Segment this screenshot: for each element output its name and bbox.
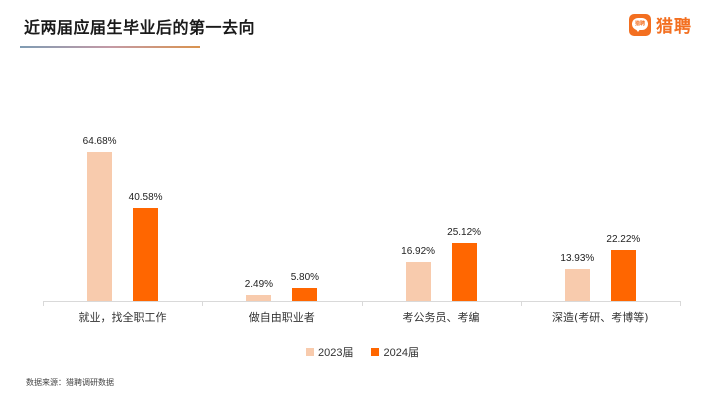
axis-tick — [520, 301, 522, 306]
bar-2023-1 — [246, 295, 272, 301]
legend-label-2024: 2024届 — [383, 347, 419, 359]
legend-label-2023: 2023届 — [318, 347, 354, 359]
bar-2024-3 — [610, 249, 636, 301]
bar-2024-2 — [451, 243, 477, 301]
legend: 2023届 2024届 — [306, 344, 437, 360]
chart-title: 近两届应届生毕业后的第一去向 — [24, 18, 256, 37]
data-label: 40.58% — [128, 191, 163, 203]
axis-tick — [361, 301, 363, 306]
data-label: 2.49% — [244, 279, 274, 291]
legend-item-2023: 2023届 — [306, 344, 353, 360]
data-label: 13.93% — [560, 252, 595, 264]
speech-bubble-icon: 猎聘 — [632, 17, 648, 30]
axis-tick — [680, 301, 681, 306]
axis-tick — [43, 301, 44, 306]
bar-2023-0 — [87, 152, 113, 301]
legend-swatch-2023 — [306, 348, 314, 356]
category-label: 深造(考研、考博等) — [551, 311, 649, 324]
liepin-logo-icon: 猎聘 — [629, 13, 651, 36]
category-label: 就业，找全职工作 — [78, 311, 167, 324]
legend-item-2024: 2024届 — [371, 344, 419, 360]
axis-tick — [202, 301, 204, 306]
data-label: 64.68% — [82, 136, 117, 148]
liepin-logo: 猎聘 猎聘 — [629, 12, 692, 37]
legend-swatch-2024 — [371, 348, 380, 356]
data-label: 16.92% — [401, 246, 436, 258]
data-source-note: 数据来源：猎聘调研数据 — [26, 378, 114, 387]
bar-2024-0 — [133, 207, 159, 301]
category-label: 考公务员、考编 — [402, 311, 480, 324]
logo-text: 猎聘 — [656, 17, 692, 37]
category-label: 做自由职业者 — [248, 311, 315, 324]
bar-2024-1 — [292, 287, 318, 301]
data-label: 5.80% — [290, 271, 320, 283]
speech-bubble-tail — [635, 27, 641, 32]
data-label: 25.12% — [447, 227, 482, 239]
title-underline — [20, 46, 200, 48]
bar-2023-3 — [564, 268, 590, 301]
data-label: 22.22% — [606, 233, 641, 245]
bar-2023-2 — [405, 262, 431, 301]
